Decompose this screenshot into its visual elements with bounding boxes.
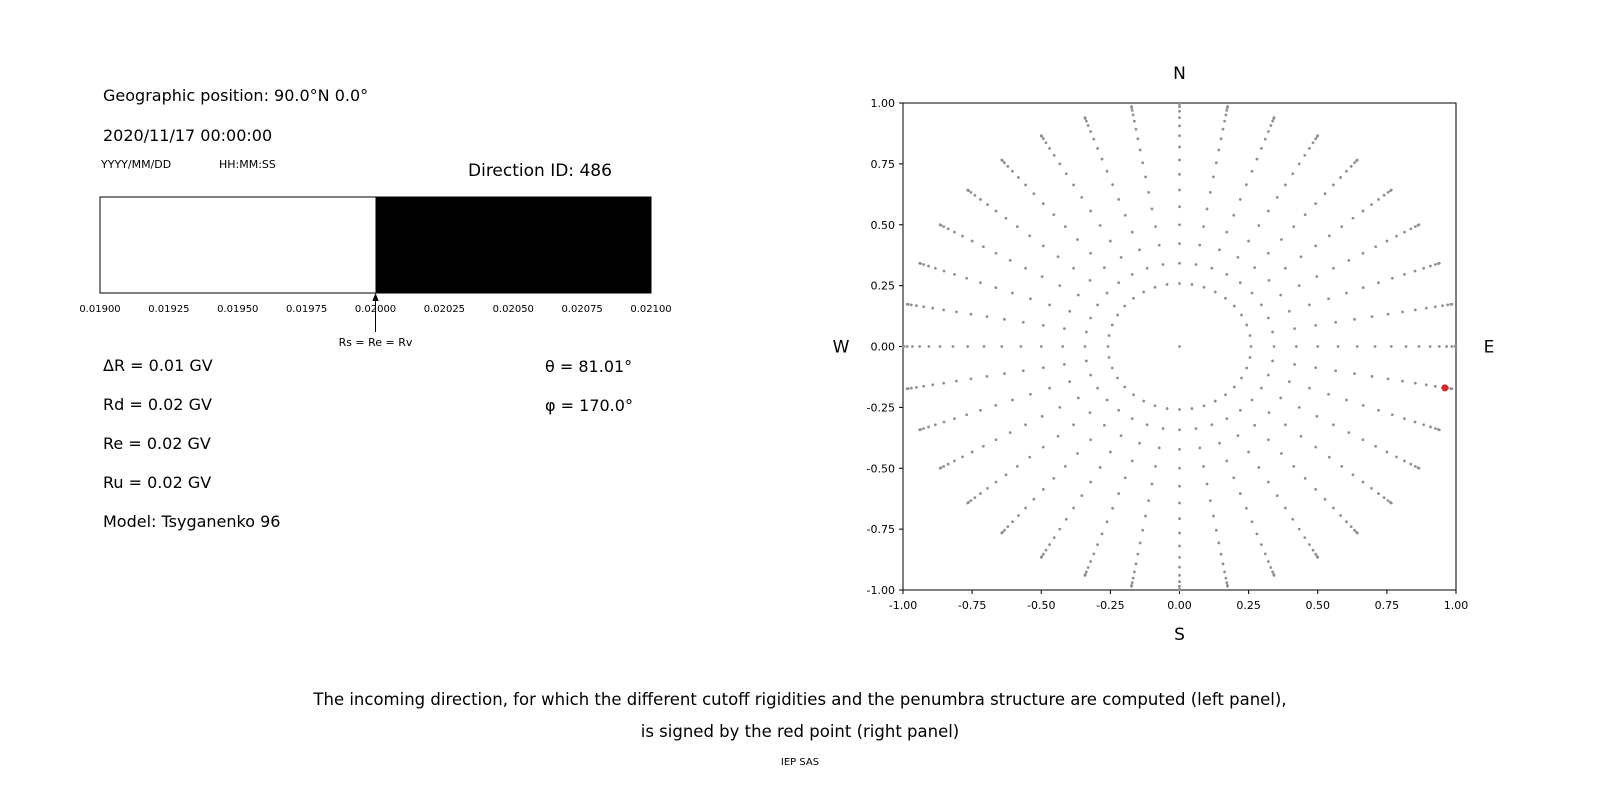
y-tick-label: 0.75 (871, 158, 896, 171)
x-tick-label: -0.25 (1096, 599, 1124, 612)
date-format-hint: YYYY/MM/DD (101, 158, 172, 171)
y-tick-label: 0.50 (871, 219, 896, 232)
x-tick-label: 0.75 (1375, 599, 1400, 612)
caption-line-2: is signed by the red point (right panel) (640, 722, 960, 741)
compass-east-label: E (1484, 338, 1495, 358)
phi-value: φ = 170.0° (545, 396, 633, 415)
penumbra-segment-1 (375, 197, 651, 293)
penumbra-tick-label: 0.01950 (217, 304, 258, 315)
param-re: Re = 0.02 GV (103, 434, 211, 453)
x-tick-label: 0.00 (1167, 599, 1192, 612)
theta-value: θ = 81.01° (545, 357, 633, 376)
y-tick-label: -0.50 (867, 462, 895, 475)
datetime-value: 2020/11/17 00:00:00 (103, 126, 273, 145)
param-model: Model: Tsyganenko 96 (103, 512, 281, 531)
penumbra-tick-label: 0.02075 (561, 304, 602, 315)
caption-line-1: The incoming direction, for which the di… (313, 690, 1287, 709)
annotation-label: Rs = Re = Rv (339, 336, 413, 349)
x-tick-label: 1.00 (1444, 599, 1469, 612)
compass-north-label: N (1173, 64, 1186, 84)
penumbra-tick-label: 0.01900 (79, 304, 120, 315)
credit-label: IEP SAS (780, 757, 820, 768)
direction-id: Direction ID: 486 (468, 161, 612, 181)
param-delta-r: ΔR = 0.01 GV (103, 356, 213, 375)
selected-direction-red-point (1441, 384, 1449, 392)
y-tick-label: -1.00 (867, 584, 895, 597)
y-tick-label: -0.75 (867, 523, 895, 536)
annotation-arrowhead (372, 293, 379, 301)
x-tick-label: -1.00 (889, 599, 917, 612)
time-format-hint: HH:MM:SS (219, 158, 276, 171)
param-ru: Ru = 0.02 GV (103, 473, 212, 492)
penumbra-segment-0 (100, 197, 376, 293)
direction-plot: -1.00 -0.75 -0.50 -0.25 0.00 0.25 0.50 0.75 1.00… (833, 64, 1495, 645)
y-tick-label: 1.00 (871, 97, 896, 110)
direction-grid-dots (901, 101, 1458, 592)
y-tick-label: -0.25 (867, 401, 895, 414)
geographic-position: Geographic position: 90.0°N 0.0° (103, 86, 369, 105)
x-tick-label: 0.25 (1236, 599, 1261, 612)
compass-south-label: S (1174, 625, 1185, 645)
compass-west-label: W (833, 338, 850, 358)
figure-caption: The incoming direction, for which the di… (0, 684, 1600, 770)
penumbra-tick-label: 0.01975 (286, 304, 327, 315)
x-tick-label: -0.75 (958, 599, 986, 612)
x-tick-label: -0.50 (1027, 599, 1055, 612)
penumbra-tick-label: 0.01925 (148, 304, 189, 315)
penumbra-tick-label: 0.02025 (424, 304, 465, 315)
penumbra-chart: 0.01900 0.01925 0.01950 0.01975 0.02000 0.020… (79, 196, 672, 349)
param-rd: Rd = 0.02 GV (103, 395, 212, 414)
y-tick-label: 0.00 (871, 341, 896, 354)
y-tick-label: 0.25 (871, 280, 896, 293)
penumbra-tick-label: 0.02050 (493, 304, 534, 315)
x-tick-label: 0.50 (1306, 599, 1331, 612)
penumbra-tick-label: 0.02100 (630, 304, 671, 315)
